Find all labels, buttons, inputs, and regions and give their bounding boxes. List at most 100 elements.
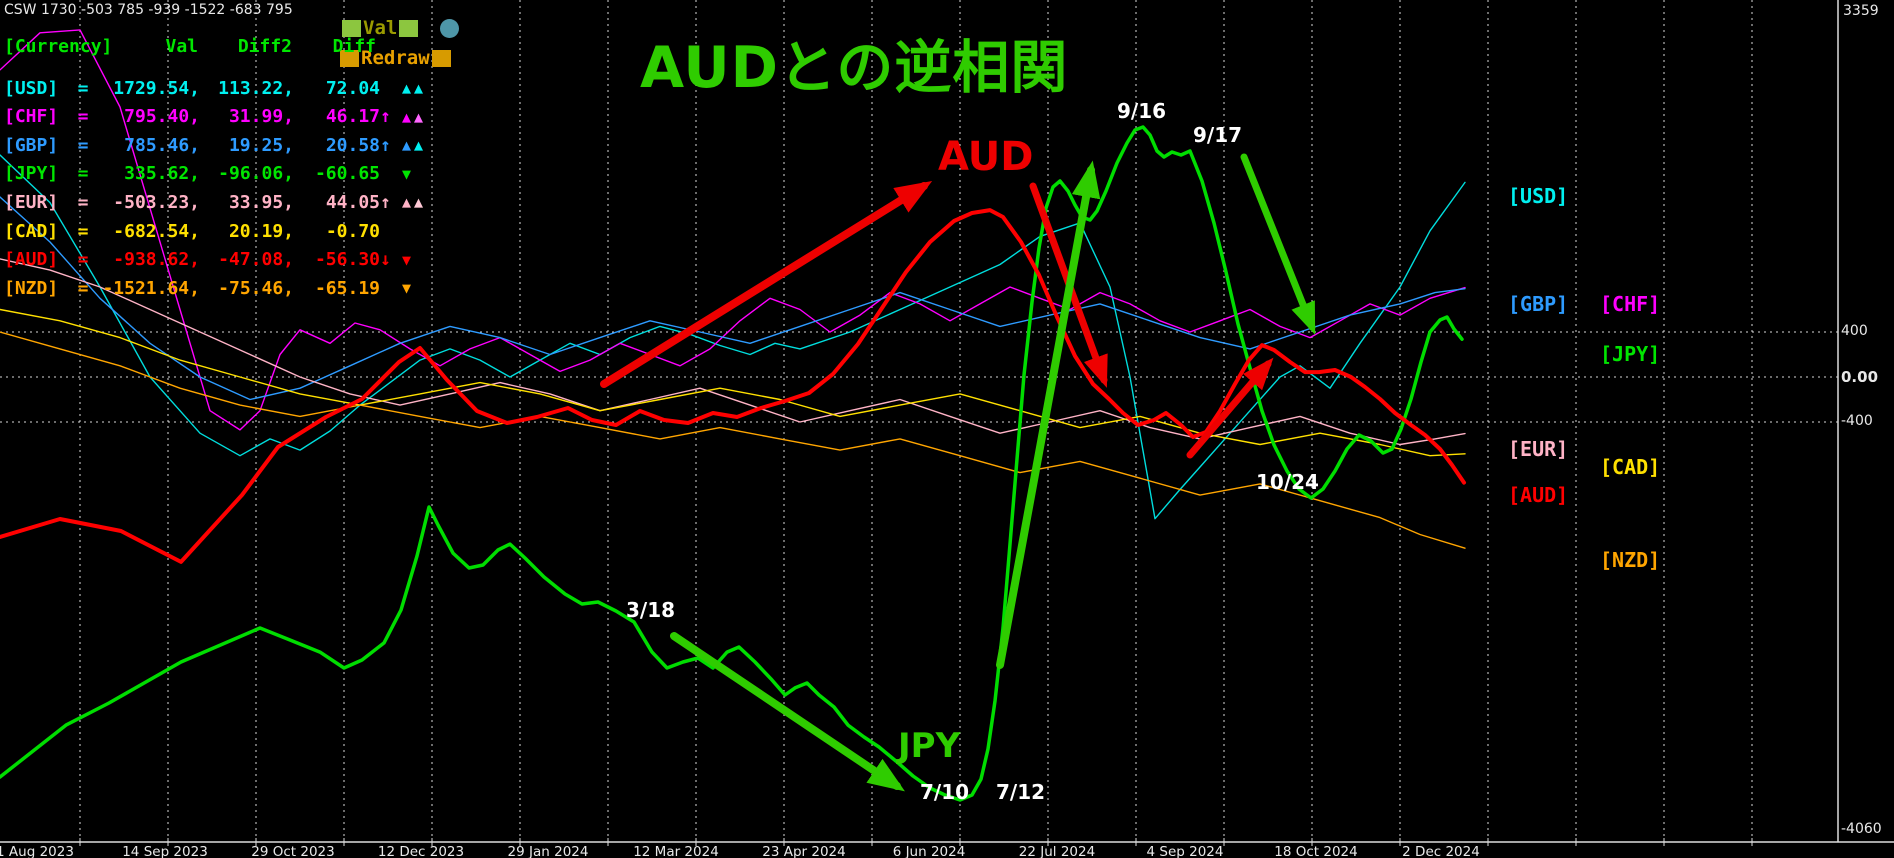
currency-code: [AUD] bbox=[4, 249, 59, 271]
up-triangle-icon: ▲ bbox=[414, 107, 427, 126]
table-row-jpy: [JPY] = 335.62, -96.06, -60.65 ▼ bbox=[4, 162, 414, 186]
jpy-downtrend-arrow bbox=[670, 632, 905, 792]
equals-sign: = bbox=[77, 277, 89, 299]
currency-code: [EUR] bbox=[4, 191, 59, 213]
line-end-label-chf: [CHF] bbox=[1600, 292, 1661, 316]
x-axis-date-label: 1 Aug 2023 bbox=[0, 844, 74, 858]
value-cell: 795.40, bbox=[124, 106, 200, 128]
line-end-label-nzd: [NZD] bbox=[1600, 548, 1661, 572]
x-axis-date-label: 6 Jun 2024 bbox=[892, 844, 966, 858]
series-line-usd bbox=[0, 154, 1466, 520]
x-axis-date-label: 18 Oct 2024 bbox=[1274, 844, 1358, 858]
y-axis-gridline-label: -400 bbox=[1841, 412, 1873, 429]
equals-sign: = bbox=[77, 220, 89, 242]
table-row-aud: [AUD] = -938.62, -47.08, -56.30 ↓ ▼ bbox=[4, 248, 414, 272]
x-axis-date-label: 29 Jan 2024 bbox=[507, 844, 589, 858]
diff-cell: 20.58 bbox=[325, 134, 380, 156]
direction-markers: ▲▲ bbox=[402, 108, 426, 126]
series-line-chf bbox=[0, 29, 1466, 431]
table-row-eur: [EUR] = -503.23, 33.95, 44.05 ↑ ▲▲ bbox=[4, 190, 426, 214]
value-cell: -503.23, bbox=[113, 191, 200, 213]
currency-code: [CAD] bbox=[4, 220, 59, 242]
line-end-label-eur: [EUR] bbox=[1508, 437, 1569, 461]
aud-annotation-label: AUD bbox=[938, 134, 1034, 180]
legend-redraw-label[interactable]: Redraw bbox=[361, 47, 430, 69]
val-buffer-swatch-2[interactable] bbox=[399, 19, 419, 37]
currency-code: [GBP] bbox=[4, 134, 59, 156]
currency-code: [JPY] bbox=[4, 163, 59, 185]
down-triangle-icon: ▼ bbox=[402, 279, 415, 298]
redraw-buffer-swatch[interactable] bbox=[340, 49, 359, 67]
direction-markers: ▼ bbox=[402, 165, 414, 183]
down-triangle-icon: ▼ bbox=[402, 164, 415, 183]
direction-markers: ▼ bbox=[402, 279, 414, 297]
diff-cell: 44.05 bbox=[325, 191, 380, 213]
diff-cell: 46.17 bbox=[325, 106, 380, 128]
diff2-cell: 113.22, bbox=[218, 77, 294, 99]
y-axis-gridline-label: 400 bbox=[1841, 323, 1868, 339]
series-line-eur bbox=[0, 258, 1466, 446]
series-line-aud bbox=[0, 208, 1466, 564]
diff2-cell: 33.95, bbox=[228, 191, 294, 213]
y-axis-gridline-label: 0.00 bbox=[1841, 368, 1879, 386]
diff2-cell: -96.06, bbox=[218, 163, 294, 185]
trend-arrow: ↑ bbox=[380, 134, 391, 156]
trend-arrow: ↓ bbox=[380, 249, 391, 271]
up-triangle-icon: ▲ bbox=[414, 136, 427, 155]
diff-cell: -65.19 bbox=[314, 277, 380, 299]
series-line-gbp bbox=[0, 196, 1466, 401]
value-cell: -682.54, bbox=[113, 220, 200, 242]
x-axis-date-label: 14 Sep 2023 bbox=[122, 844, 208, 858]
x-axis-date-label: 23 Apr 2024 bbox=[762, 844, 846, 858]
col-diff: Diff bbox=[332, 35, 376, 57]
diff2-cell: 31.99, bbox=[228, 106, 294, 128]
jpy-spike-arrow bbox=[996, 160, 1101, 669]
up-triangle-icon: ▲ bbox=[402, 136, 415, 155]
value-cell: 785.46, bbox=[124, 134, 200, 156]
series-line-cad bbox=[0, 308, 1466, 457]
indicator-circle-button[interactable] bbox=[440, 18, 460, 38]
jpy-annotation-label: JPY bbox=[898, 726, 961, 766]
diff-cell: 72.04 bbox=[325, 77, 380, 99]
csw-values-line: CSW 1730 -503 785 -939 -1522 -683 795 bbox=[4, 2, 293, 18]
val-buffer-swatch[interactable] bbox=[342, 19, 361, 37]
date-label-3-18: 3/18 bbox=[626, 598, 676, 622]
line-end-label-gbp: [GBP] bbox=[1508, 292, 1569, 316]
value-cell: -938.62, bbox=[113, 249, 200, 271]
equals-sign: = bbox=[77, 77, 89, 99]
diff2-cell: -75.46, bbox=[218, 277, 294, 299]
direction-markers: ▲▲ bbox=[402, 136, 426, 154]
legend-val-row: Val bbox=[342, 17, 460, 39]
direction-markers: ▲▲ bbox=[402, 193, 426, 211]
up-triangle-icon: ▲ bbox=[402, 79, 415, 97]
diff2-cell: 20.19, bbox=[228, 220, 294, 242]
series-line-nzd bbox=[0, 331, 1466, 549]
redraw-buffer-swatch-2[interactable] bbox=[431, 49, 451, 67]
jpy-fall-arrow bbox=[1240, 153, 1316, 335]
table-header-row: [Currency] Val Diff2 Diff bbox=[4, 34, 376, 58]
y-axis-max-label: 3359 bbox=[1843, 3, 1879, 19]
legend-redraw-row: Redraw bbox=[340, 47, 451, 69]
equals-sign: = bbox=[77, 249, 89, 271]
up-triangle-icon: ▲ bbox=[402, 107, 415, 126]
series-line-jpy bbox=[0, 125, 1464, 802]
table-row-nzd: [NZD] = -1521.64, -75.46, -65.19 ▼ bbox=[4, 276, 414, 300]
equals-sign: = bbox=[77, 191, 89, 213]
date-label-9-17: 9/17 bbox=[1193, 123, 1243, 147]
x-axis-date-label: 12 Mar 2024 bbox=[633, 844, 719, 858]
date-label-7-12: 7/12 bbox=[996, 780, 1046, 804]
aud-uptrend-arrow bbox=[600, 180, 933, 388]
currency-code: [CHF] bbox=[4, 106, 59, 128]
equals-sign: = bbox=[77, 163, 89, 185]
up-triangle-icon: ▲ bbox=[414, 79, 427, 97]
x-axis-date-label: 29 Oct 2023 bbox=[251, 844, 335, 858]
chart-title-jp: AUDとの逆相関 bbox=[640, 35, 1069, 101]
col-val: Val bbox=[165, 35, 198, 57]
diff-cell: -56.30 bbox=[314, 249, 380, 271]
value-cell: 335.62, bbox=[124, 163, 200, 185]
diff-cell: -0.70 bbox=[325, 220, 380, 242]
table-row-cad: [CAD] = -682.54, 20.19, -0.70 bbox=[4, 219, 402, 243]
legend-val-label[interactable]: Val bbox=[363, 17, 398, 39]
x-axis-date-label: 12 Dec 2023 bbox=[377, 844, 465, 858]
